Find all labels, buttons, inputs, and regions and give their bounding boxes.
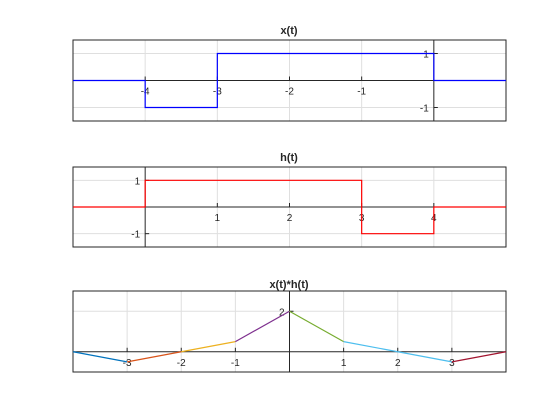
- subplot-convolution-x-tick-label: -1: [231, 358, 240, 369]
- subplot-convolution-x-tick-label: 3: [449, 358, 455, 369]
- subplot-h-series-line-0: [73, 179, 506, 235]
- subplot-convolution-x-tick-label: 2: [395, 358, 401, 369]
- subplot-convolution-series-line-6: [397, 351, 452, 363]
- subplot-x-y-tick-label: 1: [423, 50, 429, 61]
- subplot-h-y-tick-label: 1: [135, 176, 141, 187]
- subplot-x-series-line-0: [73, 52, 506, 109]
- subplot-h-x-tick-label: 2: [287, 213, 293, 224]
- subplot-x-x-tick-label: -1: [357, 87, 366, 98]
- subplot-convolution-x-tick-label: -3: [123, 358, 132, 369]
- subplot-convolution-y-tick-label: 2: [279, 307, 285, 318]
- subplot-x: -4 -3 -2 -1-11x(t): [72, 25, 507, 122]
- subplot-convolution-series-line-4: [289, 310, 344, 343]
- subplot-convolution: -3 -2 -1 1 2 3 2 x(t)*h(t): [72, 279, 507, 373]
- subplot-convolution-series-line-5: [343, 341, 398, 353]
- subplot-x-x-tick-label: -2: [285, 87, 294, 98]
- subplot-h-title: h(t): [280, 152, 298, 164]
- subplot-convolution-series-line-2: [181, 341, 236, 353]
- subplot-convolution-title: x(t)*h(t): [269, 279, 308, 291]
- subplot-convolution-series-line-1: [127, 351, 182, 363]
- subplot-h: 1 2 3 4-11h(t): [72, 152, 507, 248]
- subplot-convolution-series-line-7: [451, 351, 507, 363]
- subplot-h-y-tick-label: -1: [131, 230, 140, 241]
- subplot-x-title: x(t): [280, 25, 297, 37]
- subplot-x-y-tick-label: -1: [420, 104, 429, 115]
- subplot-h-x-tick-label: 1: [215, 213, 221, 224]
- subplot-convolution-x-tick-label: -2: [177, 358, 186, 369]
- subplot-convolution-x-tick-label: 1: [341, 358, 347, 369]
- subplot-convolution-series-line-0: [72, 351, 128, 363]
- subplot-convolution-series-line-3: [235, 310, 290, 343]
